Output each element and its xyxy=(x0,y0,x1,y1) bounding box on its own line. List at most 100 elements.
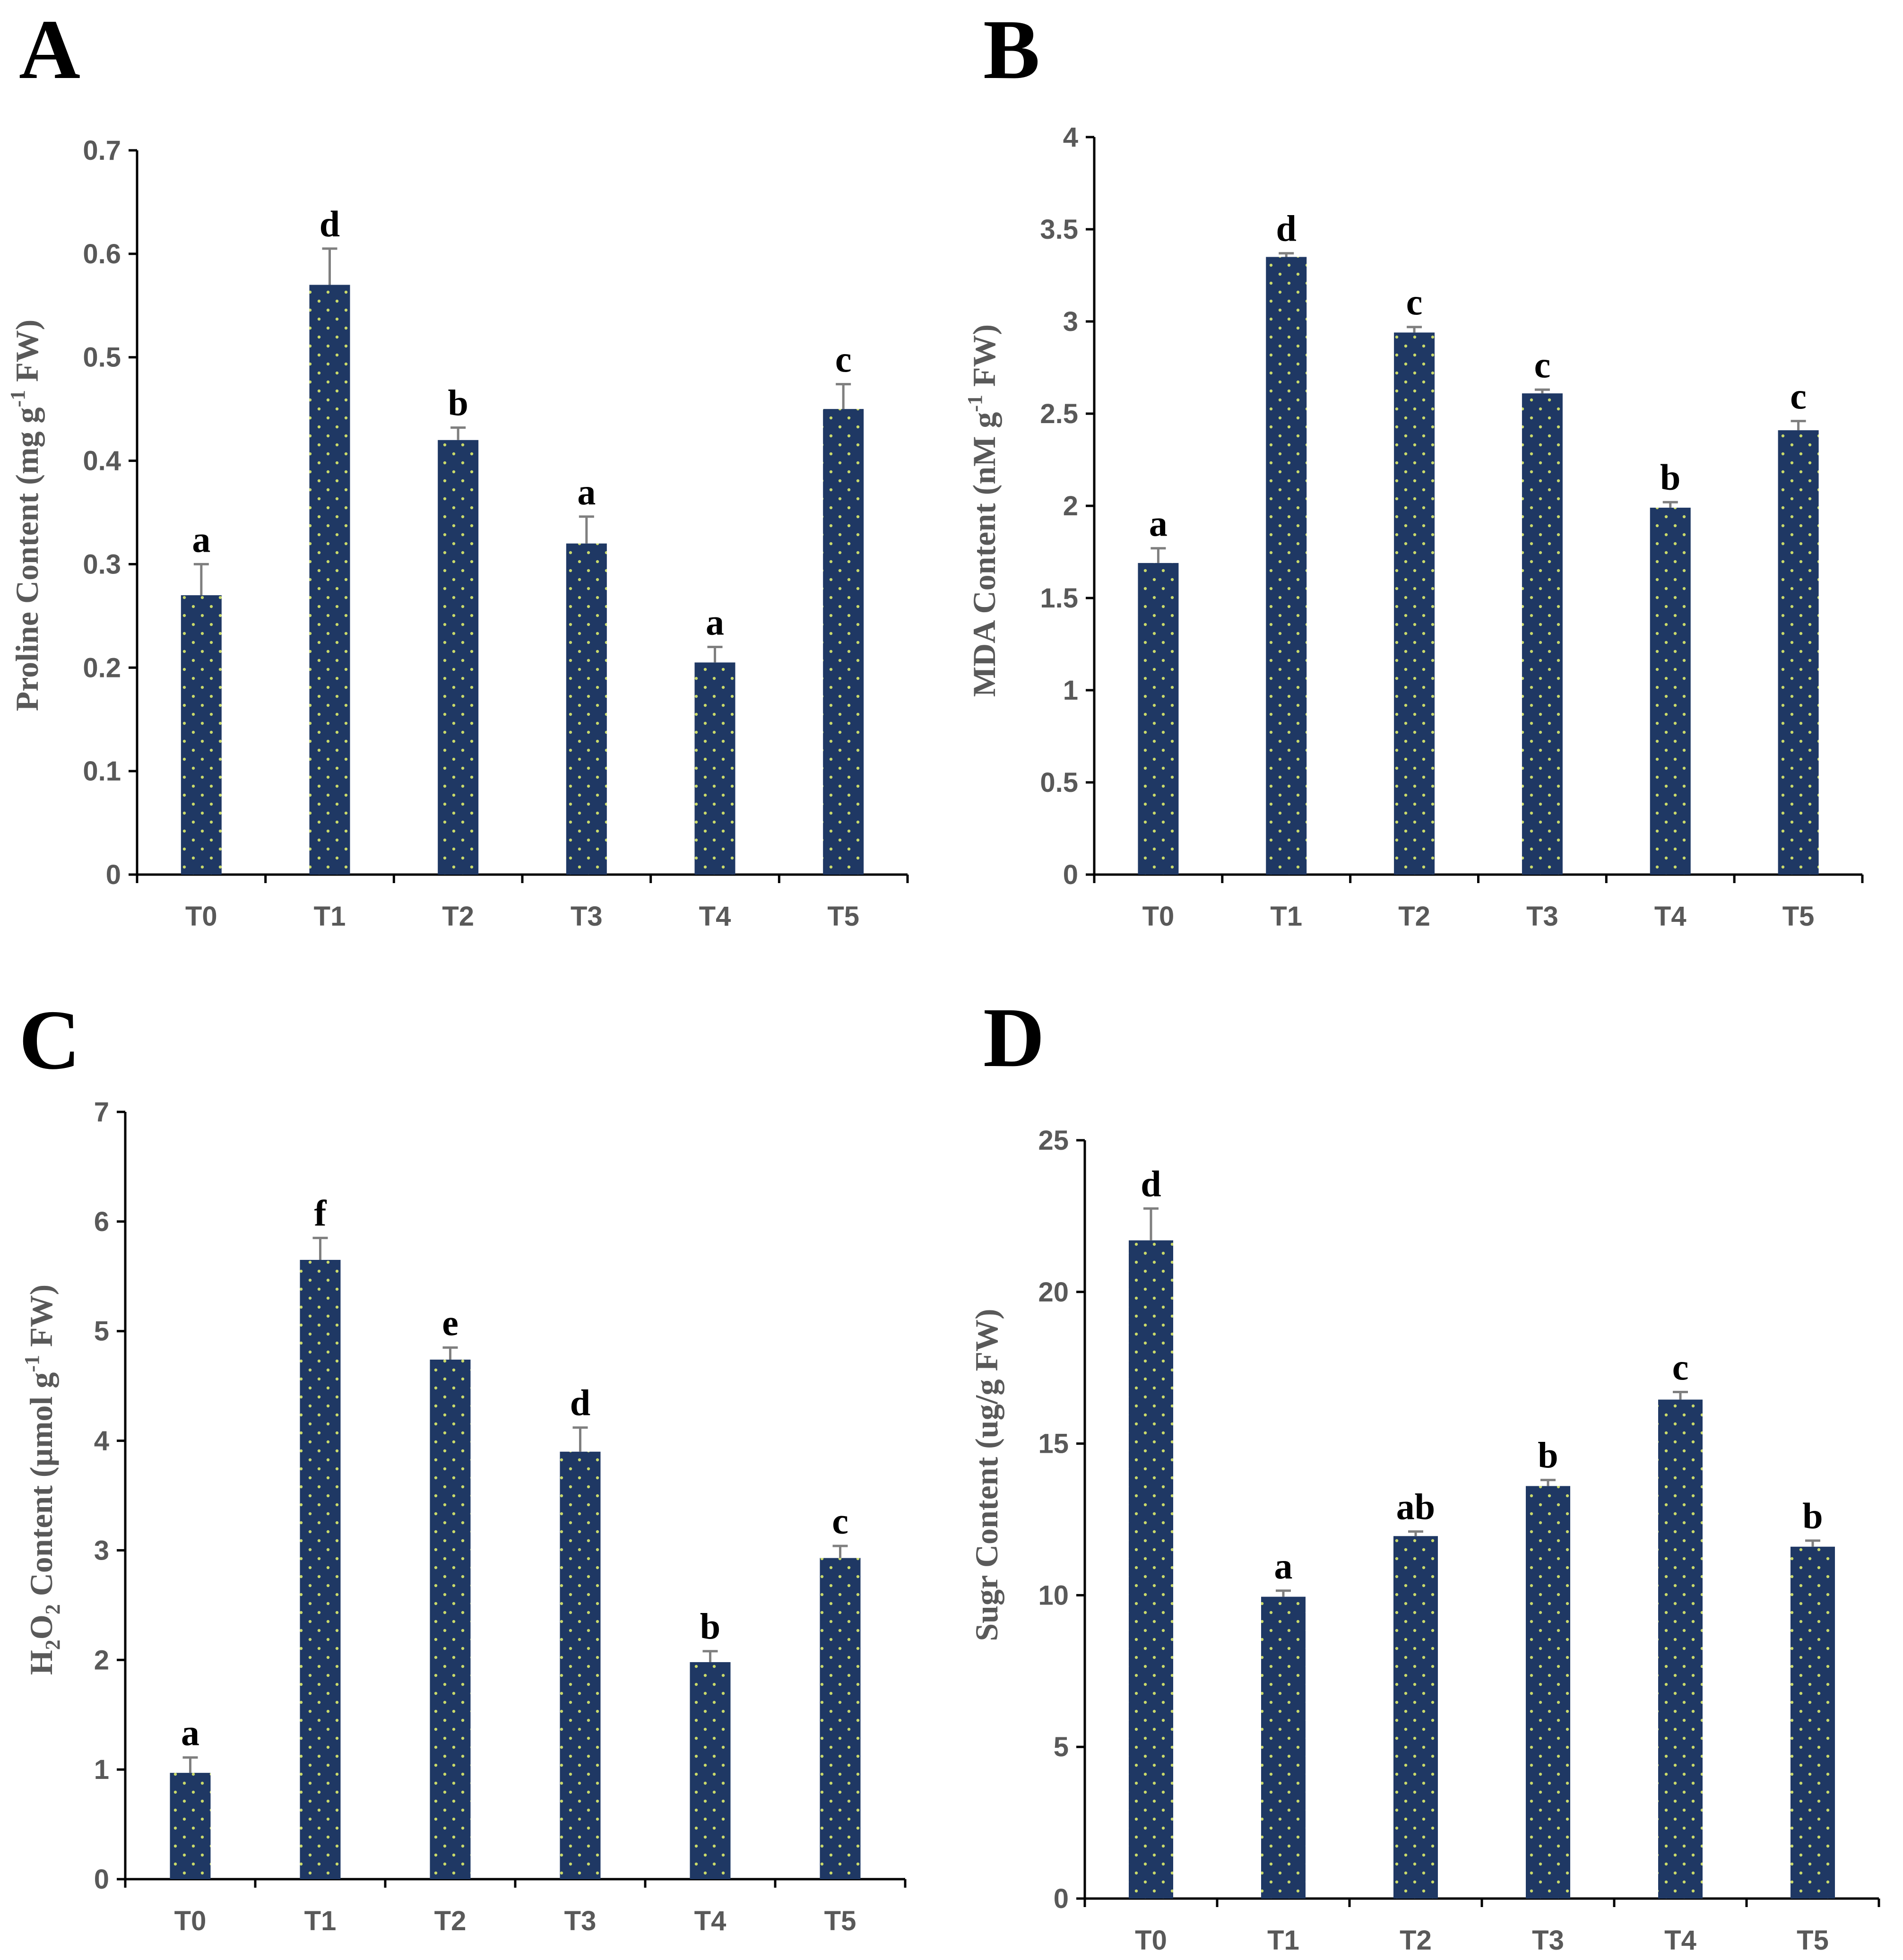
y-tick-label: 0.3 xyxy=(83,549,121,580)
significance-letter: c xyxy=(1534,344,1551,385)
x-tick-label: T3 xyxy=(1526,901,1558,932)
significance-letter: a xyxy=(577,471,596,512)
bar-t2 xyxy=(1394,332,1435,875)
significance-letter: b xyxy=(1660,457,1680,498)
x-tick-label: T4 xyxy=(1664,1925,1696,1956)
y-tick-label: 1 xyxy=(94,1754,109,1785)
plot-d: 0 5 10 15 20 25 d T0 a T1 ab T2 b T3 c T4 b T5 xyxy=(1038,1125,1880,1956)
significance-letter: d xyxy=(320,203,340,244)
y-tick-label: 20 xyxy=(1038,1277,1069,1308)
significance-letter: c xyxy=(1406,282,1423,323)
x-tick-label: T1 xyxy=(1270,901,1302,932)
y-axis-title-c: H2O2 Content (µmol g-1 FW) xyxy=(20,1284,64,1675)
bar-t3 xyxy=(566,543,607,875)
y-tick-label: 3 xyxy=(94,1535,109,1566)
y-tick-label: 3 xyxy=(1063,306,1078,337)
significance-letter: d xyxy=(1276,208,1297,249)
bar-t0 xyxy=(1138,563,1179,875)
panel-label-a: A xyxy=(19,2,80,96)
significance-letter: d xyxy=(1141,1163,1161,1204)
significance-letter: ab xyxy=(1396,1486,1435,1527)
bar-t5 xyxy=(1791,1546,1835,1899)
significance-letter: a xyxy=(181,1712,199,1753)
bar-t4 xyxy=(690,1662,731,1879)
panel-d: D Sugr Content (ug/g FW) 0 5 10 15 20 25 d T0 a T… xyxy=(969,990,1880,1956)
x-tick-label: T1 xyxy=(1267,1925,1299,1956)
y-tick-label: 5 xyxy=(1054,1732,1069,1762)
y-tick-label: 15 xyxy=(1038,1429,1069,1459)
x-tick-label: T2 xyxy=(434,1906,467,1936)
x-tick-label: T1 xyxy=(314,901,346,932)
bar-t4 xyxy=(1650,507,1691,875)
x-tick-label: T2 xyxy=(1398,901,1430,932)
x-tick-label: T3 xyxy=(1532,1925,1564,1956)
bar-t3 xyxy=(1522,393,1563,875)
y-tick-label: 10 xyxy=(1038,1580,1069,1611)
bar-t1 xyxy=(309,285,350,875)
x-tick-label: T0 xyxy=(185,901,217,932)
significance-letter: b xyxy=(448,382,468,424)
panel-c: C H2O2 Content (µmol g-1 FW) 0 1 2 3 4 5 6 7 a T0… xyxy=(19,993,907,1936)
bar-t0 xyxy=(170,1773,211,1879)
x-tick-label: T5 xyxy=(827,901,859,932)
x-tick-label: T5 xyxy=(1797,1925,1829,1956)
y-tick-label: 1 xyxy=(1063,675,1078,706)
bar-t2 xyxy=(1393,1536,1438,1899)
y-tick-label: 2 xyxy=(1063,491,1078,521)
y-tick-label: 0.5 xyxy=(1040,767,1078,798)
y-tick-label: 0 xyxy=(1054,1883,1069,1914)
y-tick-label: 0 xyxy=(106,859,121,890)
y-tick-label: 2 xyxy=(94,1645,109,1675)
y-axis-title-b: MDA Content (nM g-1 FW) xyxy=(963,324,1002,697)
significance-letter: a xyxy=(706,602,724,643)
y-tick-label: 0.1 xyxy=(83,756,121,787)
x-tick-label: T3 xyxy=(571,901,603,932)
y-tick-label: 0.2 xyxy=(83,652,121,683)
y-tick-label: 1.5 xyxy=(1040,583,1078,614)
significance-letter: c xyxy=(1672,1347,1689,1388)
bar-t3 xyxy=(560,1451,601,1879)
x-tick-label: T0 xyxy=(174,1906,207,1936)
significance-letter: a xyxy=(192,519,210,560)
y-tick-label: 0.5 xyxy=(83,342,121,373)
bar-t5 xyxy=(1778,430,1819,875)
bar-t0 xyxy=(1129,1240,1173,1899)
significance-letter: a xyxy=(1274,1545,1293,1587)
x-tick-label: T5 xyxy=(1782,901,1815,932)
panel-label-c: C xyxy=(19,993,80,1087)
panel-b: B MDA Content (nM g-1 FW) 0 0.5 1 1.5 2 2.5 3 3… xyxy=(963,2,1864,932)
bar-t1 xyxy=(1261,1596,1306,1899)
y-tick-label: 0.7 xyxy=(83,135,121,166)
y-tick-label: 7 xyxy=(94,1097,109,1127)
y-tick-label: 4 xyxy=(94,1426,109,1457)
bar-t3 xyxy=(1526,1486,1570,1899)
significance-letter: b xyxy=(1538,1435,1558,1476)
significance-letter: c xyxy=(835,339,852,380)
significance-letter: b xyxy=(700,1606,720,1647)
significance-letter: b xyxy=(1802,1495,1823,1536)
y-tick-label: 0.4 xyxy=(83,446,121,477)
bar-t4 xyxy=(1658,1399,1703,1899)
bar-t1 xyxy=(300,1260,341,1879)
bar-t2 xyxy=(438,440,479,875)
significance-letter: d xyxy=(570,1382,590,1423)
bar-t1 xyxy=(1266,257,1307,875)
x-tick-label: T0 xyxy=(1135,1925,1167,1956)
x-tick-label: T2 xyxy=(442,901,474,932)
x-tick-label: T1 xyxy=(304,1906,337,1936)
x-tick-label: T3 xyxy=(564,1906,597,1936)
panel-label-b: B xyxy=(983,2,1040,96)
x-tick-label: T5 xyxy=(824,1906,856,1936)
panel-a: A Proline Content (mg g-1 FW) 0 0.1 0.2 0.3… xyxy=(6,2,909,932)
x-tick-label: T4 xyxy=(1654,901,1687,932)
significance-letter: c xyxy=(832,1500,848,1542)
bar-t2 xyxy=(430,1359,471,1879)
y-tick-label: 25 xyxy=(1038,1125,1069,1156)
plot-a: 0 0.1 0.2 0.3 0.4 0.5 0.6 0.7 a T0 d T1 b T2 a T3 a T4 c T5 xyxy=(83,135,909,932)
y-tick-label: 2.5 xyxy=(1040,399,1078,429)
significance-letter: a xyxy=(1149,503,1168,544)
significance-letter: e xyxy=(442,1302,458,1343)
y-tick-label: 4 xyxy=(1063,122,1078,153)
y-tick-label: 5 xyxy=(94,1316,109,1347)
